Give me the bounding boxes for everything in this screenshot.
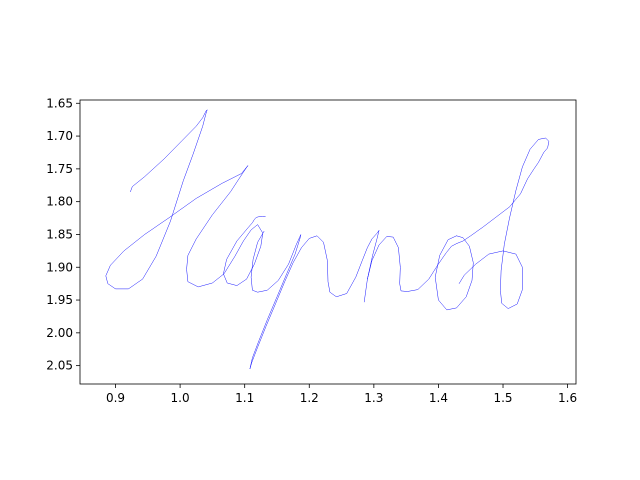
x-tick-label: 1.5 bbox=[493, 391, 512, 405]
y-tick-label: 2.00 bbox=[46, 326, 73, 340]
y-tick-label: 1.95 bbox=[46, 293, 73, 307]
y-tick-label: 1.75 bbox=[46, 162, 73, 176]
x-tick-label: 1.4 bbox=[429, 391, 448, 405]
y-tick-label: 1.65 bbox=[46, 96, 73, 110]
x-tick-label: 1.3 bbox=[364, 391, 383, 405]
x-tick-label: 0.9 bbox=[106, 391, 125, 405]
y-tick-label: 1.90 bbox=[46, 260, 73, 274]
y-tick-label: 2.05 bbox=[46, 359, 73, 373]
x-tick-label: 1.1 bbox=[235, 391, 254, 405]
y-tick-label: 1.85 bbox=[46, 227, 73, 241]
x-tick-label: 1.6 bbox=[558, 391, 577, 405]
y-tick-label: 1.70 bbox=[46, 129, 73, 143]
x-tick-label: 1.0 bbox=[171, 391, 190, 405]
x-tick-label: 1.2 bbox=[300, 391, 319, 405]
y-tick-label: 1.80 bbox=[46, 195, 73, 209]
